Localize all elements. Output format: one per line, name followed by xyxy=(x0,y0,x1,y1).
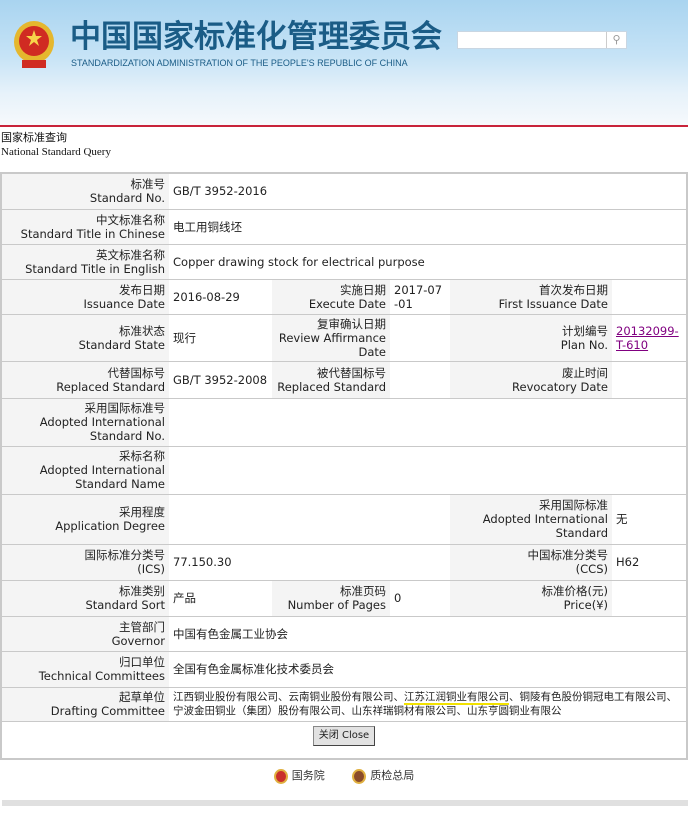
value-standard-no: GB/T 3952-2016 xyxy=(169,173,687,210)
label-execute-date: 实施日期 Execute Date xyxy=(272,279,390,315)
value-review-date xyxy=(390,314,450,362)
label-revocatory-date: 废止时间 Revocatory Date xyxy=(450,361,612,399)
label-ccs: 中国标准分类号 (CCS) xyxy=(450,544,612,581)
value-revocatory-date xyxy=(612,361,687,399)
value-replaced-standard: GB/T 3952-2008 xyxy=(169,361,272,399)
label-title-en: 英文标准名称 Standard Title in English xyxy=(1,244,169,280)
footer: 国务院 质检总局 xyxy=(0,768,688,789)
value-adopted-intl: 无 xyxy=(612,494,687,545)
content: 标准号 Standard No. GB/T 3952-2016 中文标准名称 Stan… xyxy=(0,172,688,806)
header-banner: 中国国家标准化管理委员会 STANDARDIZATION ADMINISTRAT… xyxy=(0,0,688,127)
plan-no-link[interactable]: 20132099-T-610 xyxy=(616,323,679,352)
value-ccs: H62 xyxy=(612,544,687,581)
label-replaced-by: 被代替国标号 Replaced Standard xyxy=(272,361,390,399)
highlighted-company: 江苏江润铜业有限公司 xyxy=(404,691,509,705)
label-standard-no: 标准号 Standard No. xyxy=(1,173,169,210)
standard-detail-table: 标准号 Standard No. GB/T 3952-2016 中文标准名称 Stan… xyxy=(0,172,688,760)
label-sort: 标准类别 Standard Sort xyxy=(1,580,169,617)
value-title-cn: 电工用铜线坯 xyxy=(169,209,687,245)
search-box: ⚲ xyxy=(457,31,627,51)
label-price: 标准价格(元) Price(¥) xyxy=(450,580,612,617)
label-first-issuance-date: 首次发布日期 First Issuance Date xyxy=(450,279,612,315)
footer-bar xyxy=(2,799,688,806)
label-application-degree: 采用程度 Application Degree xyxy=(1,494,169,545)
close-button[interactable]: 关闭 Close xyxy=(312,725,376,746)
value-pages: 0 xyxy=(390,580,450,617)
breadcrumb: 国家标准查询 National Standard Query xyxy=(1,131,111,159)
label-tech-committee: 归口单位 Technical Committees xyxy=(1,651,169,688)
label-drafting: 起草单位 Drafting Committee xyxy=(1,687,169,722)
search-icon[interactable]: ⚲ xyxy=(606,32,626,48)
national-emblem-icon xyxy=(14,21,54,68)
label-replaced-standard: 代替国标号 Replaced Standard xyxy=(1,361,169,399)
label-standard-state: 标准状态 Standard State xyxy=(1,314,169,362)
label-issuance-date: 发布日期 Issuance Date xyxy=(1,279,169,315)
site-title-cn: 中国国家标准化管理委员会 xyxy=(70,19,442,55)
value-execute-date: 2017-07-01 xyxy=(390,279,450,315)
value-replaced-by xyxy=(390,361,450,399)
value-adopted-intl-no xyxy=(169,398,687,447)
label-pages: 标准页码 Number of Pages xyxy=(272,580,390,617)
footer-link-state-council[interactable]: 国务院 xyxy=(273,768,325,784)
label-governor: 主管部门 Governor xyxy=(1,616,169,652)
label-ics: 国际标准分类号 (ICS) xyxy=(1,544,169,581)
value-adopted-intl-name xyxy=(169,446,687,495)
value-application-degree xyxy=(169,494,450,545)
emblem-icon xyxy=(352,768,367,784)
emblem-icon xyxy=(273,768,288,784)
value-drafting: 江西铜业股份有限公司、云南铜业股份有限公司、江苏江润铜业有限公司、铜陵有色股份铜… xyxy=(169,687,687,722)
value-first-issuance-date xyxy=(612,279,687,315)
value-sort: 产品 xyxy=(169,580,272,617)
label-adopted-intl: 采用国际标准 Adopted International Standard xyxy=(450,494,612,545)
footer-link-aqsiq[interactable]: 质检总局 xyxy=(352,768,414,784)
site-title-en: STANDARDIZATION ADMINISTRATION OF THE PE… xyxy=(71,58,408,68)
label-adopted-intl-name: 采标名称 Adopted International Standard Name xyxy=(1,446,169,495)
breadcrumb-en: National Standard Query xyxy=(1,146,111,158)
value-price xyxy=(612,580,687,617)
value-governor: 中国有色金属工业协会 xyxy=(169,616,687,652)
breadcrumb-cn: 国家标准查询 xyxy=(1,132,67,144)
value-standard-state: 现行 xyxy=(169,314,272,362)
value-tech-committee: 全国有色金属标准化技术委员会 xyxy=(169,651,687,688)
label-title-cn: 中文标准名称 Standard Title in Chinese xyxy=(1,209,169,245)
search-input[interactable] xyxy=(458,34,606,51)
row-standard-no: 标准号 Standard No. GB/T 3952-2016 xyxy=(1,173,687,210)
value-issuance-date: 2016-08-29 xyxy=(169,279,272,315)
label-review-date: 复审确认日期 Review Affirmance Date xyxy=(272,314,390,362)
label-plan-no: 计划编号 Plan No. xyxy=(450,314,612,362)
label-adopted-intl-no: 采用国际标准号 Adopted International Standard No… xyxy=(1,398,169,447)
value-ics: 77.150.30 xyxy=(169,544,450,581)
value-title-en: Copper drawing stock for electrical purp… xyxy=(169,244,687,280)
